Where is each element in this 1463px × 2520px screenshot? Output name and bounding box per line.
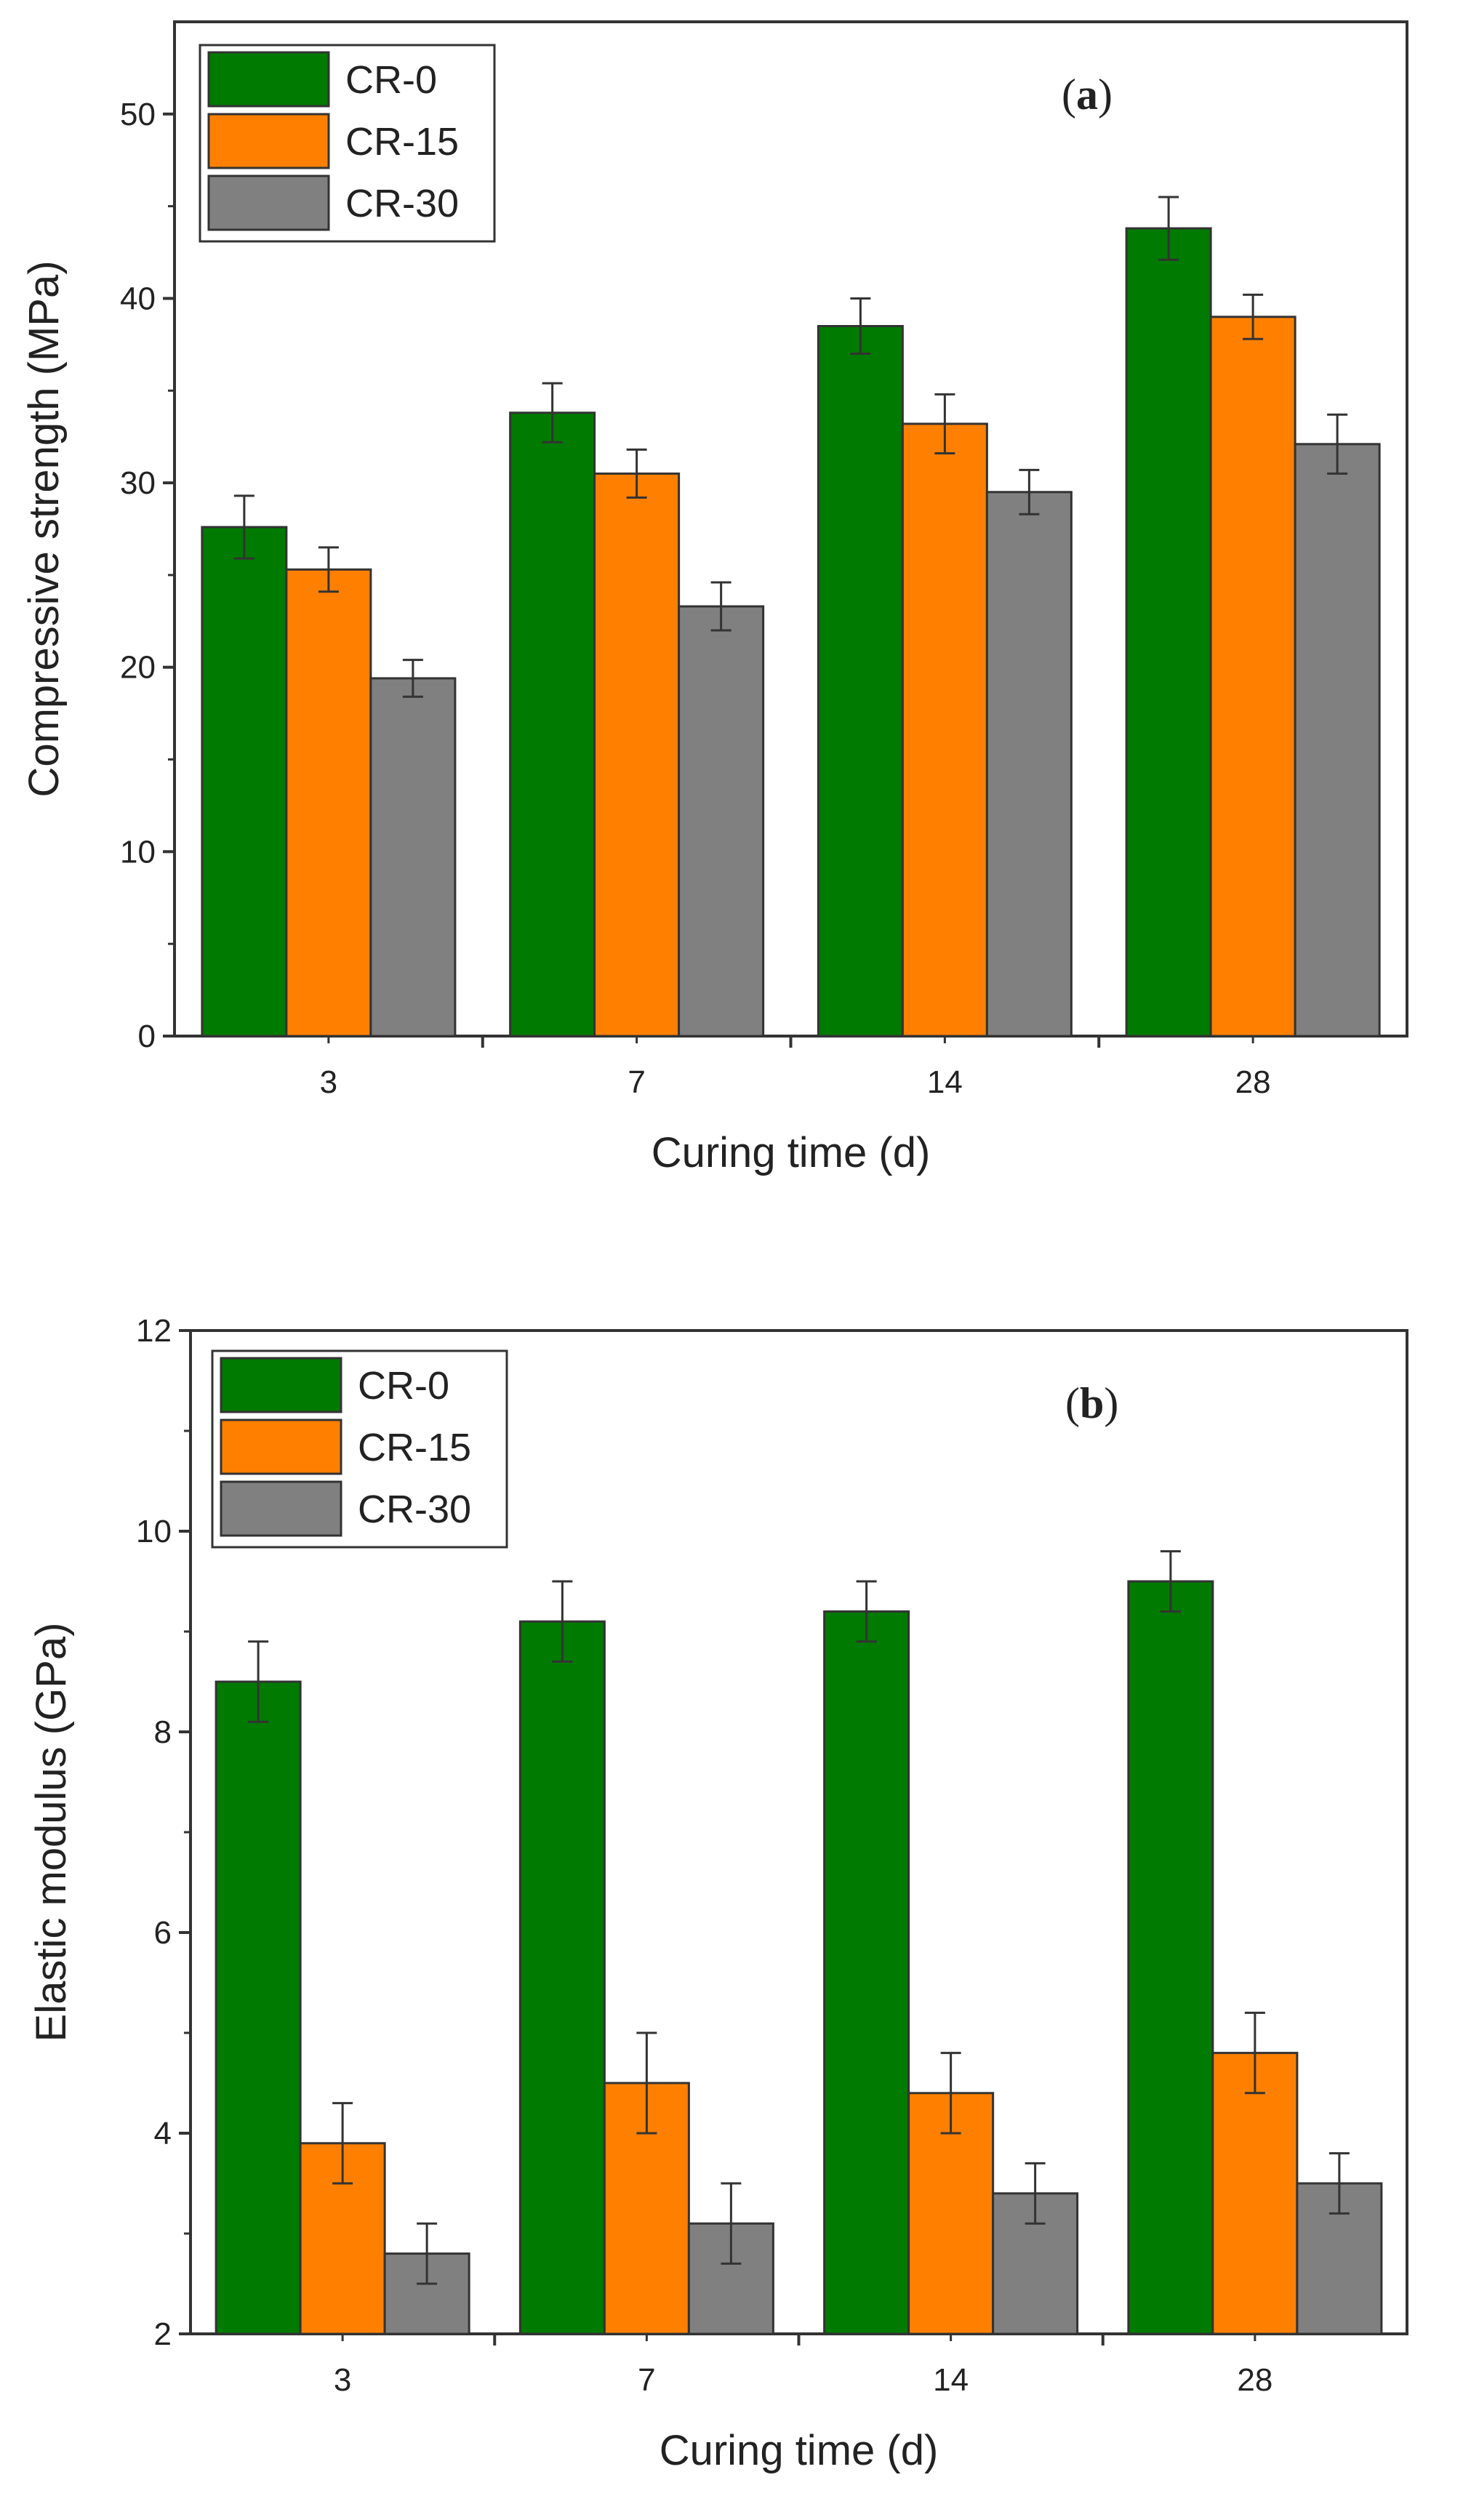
- bar: [201, 526, 288, 1038]
- legend-swatch: [207, 174, 330, 231]
- x-tick-label: 28: [1237, 2362, 1272, 2398]
- bar: [1127, 1580, 1214, 2335]
- x-tick-label: 3: [320, 1064, 337, 1100]
- panel-label-close: ): [1098, 71, 1113, 119]
- bar: [823, 1610, 910, 2335]
- x-tick-label: 14: [933, 2362, 969, 2398]
- bar: [1211, 2052, 1299, 2335]
- bar: [678, 605, 765, 1038]
- legend: CR-0 CR-15 CR-30: [211, 1349, 508, 1549]
- chart-panel-a: 0 10 20 30 40 50 3 7 14 28 Curing time (d) Compress…: [20, 20, 1408, 1176]
- legend-swatch: [220, 1357, 342, 1413]
- panel-label-letter: a: [1076, 71, 1098, 119]
- bar: [901, 422, 988, 1038]
- x-axis-title: Curing time (d): [652, 1129, 931, 1176]
- bar: [1125, 227, 1212, 1038]
- y-axis-title: Elastic modulus (GPa): [28, 1623, 75, 2042]
- bar: [593, 472, 681, 1038]
- x-tick-label: 14: [927, 1064, 963, 1100]
- bar: [1209, 316, 1296, 1038]
- x-tick-label: 7: [628, 1064, 645, 1100]
- legend-swatch: [207, 51, 330, 108]
- panel-label-letter: b: [1080, 1379, 1104, 1427]
- y-tick-label: 50: [120, 97, 156, 132]
- bar: [383, 2252, 470, 2335]
- bar: [215, 1680, 302, 2335]
- legend-label: CR-30: [345, 182, 459, 225]
- y-tick-label: 2: [154, 2316, 172, 2352]
- y-tick-label: 0: [138, 1019, 156, 1054]
- legend-label: CR-0: [358, 1364, 449, 1408]
- x-tick-label: 3: [334, 2362, 351, 2398]
- panel-label-open: (: [1062, 71, 1076, 119]
- y-tick-label: 6: [154, 1915, 172, 1951]
- bar: [509, 412, 596, 1038]
- panel-label-open: (: [1065, 1379, 1080, 1427]
- bar: [817, 325, 904, 1038]
- legend-swatch: [207, 113, 330, 169]
- x-tick-label: 7: [638, 2362, 655, 2398]
- x-axis-title: Curing time (d): [660, 2427, 939, 2474]
- legend-label: CR-15: [345, 120, 459, 164]
- y-tick-label: 30: [120, 465, 156, 501]
- legend-label: CR-15: [358, 1426, 471, 1469]
- legend-label: CR-30: [358, 1488, 471, 1531]
- y-tick-label: 40: [120, 281, 156, 316]
- x-tick-label: 28: [1235, 1064, 1271, 1100]
- y-tick-label: 20: [120, 650, 156, 686]
- panel-label: (a): [1062, 71, 1113, 119]
- legend: CR-0 CR-15 CR-30: [199, 44, 496, 243]
- bar: [518, 1620, 606, 2335]
- bar: [285, 568, 372, 1038]
- y-axis-title: Compressive strength (MPa): [20, 260, 68, 797]
- bar: [1294, 443, 1381, 1038]
- y-tick-label: 4: [154, 2116, 172, 2151]
- bar: [369, 677, 457, 1038]
- y-tick-label: 12: [136, 1313, 172, 1349]
- legend-swatch: [220, 1480, 342, 1537]
- panel-label-close: ): [1104, 1379, 1118, 1427]
- y-tick-label: 10: [120, 834, 156, 870]
- legend-swatch: [220, 1418, 342, 1475]
- y-tick-label: 10: [136, 1514, 172, 1549]
- panel-label: (b): [1065, 1379, 1118, 1427]
- y-tick-label: 8: [154, 1714, 172, 1750]
- legend-label: CR-0: [345, 58, 437, 102]
- chart-panel-b: 2 4 6 8 10 12 3 7 14 28 Curing time (d) Elastic mod…: [28, 1313, 1408, 2474]
- bar: [985, 491, 1073, 1038]
